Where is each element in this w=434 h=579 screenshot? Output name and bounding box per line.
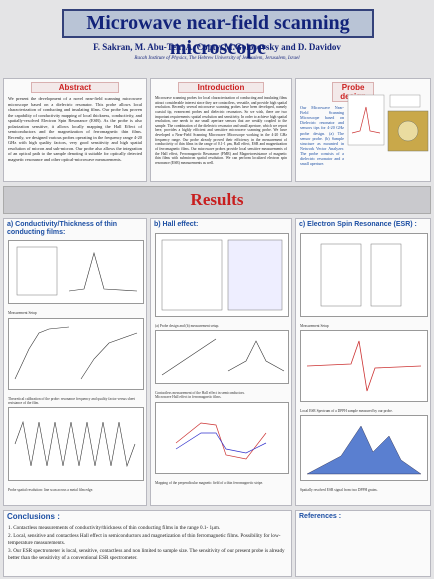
results-banner: Results: [3, 186, 431, 214]
section-heading: c) Electron Spin Resonance (ESR) :: [299, 221, 417, 228]
references-heading: References :: [299, 513, 342, 520]
conclusion-item: 3. Our ESR spectrometer is local, sensit…: [8, 548, 285, 561]
abstract-text: We present the development of a novel ne…: [8, 96, 142, 162]
calibration-figure: [8, 317, 144, 390]
caption: Microwave Hall effect in ferromagnetic f…: [155, 395, 222, 400]
authors: F. Sakran, M. Abu-Teir, A. Copty, M.Golo…: [93, 42, 341, 52]
intro-panel: Introduction Microwave scanning probes f…: [150, 78, 292, 182]
intro-text: Microwave scanning probes for local char…: [155, 96, 287, 165]
esr-spectrum-figure: [300, 330, 428, 402]
abstract-heading: Abstract: [31, 82, 119, 93]
mapping-figure: [155, 401, 289, 474]
caption: Local ESR Spectrum of a DPPH sample meas…: [300, 409, 393, 413]
conclusions-panel: Conclusions : 1. Contactless measurement…: [3, 510, 292, 577]
caption: Contactless measurement of the Hall effe…: [155, 391, 245, 395]
resolution-figure: [8, 407, 144, 482]
hall-figure: [155, 330, 289, 384]
section-heading: a) Conductivity/Thickness of thin conduc…: [7, 221, 118, 236]
probe-text: Our Microwave Near-Field Scanning Micros…: [300, 105, 344, 167]
references-panel: References :: [295, 510, 431, 577]
caption: (a) Probe design and (b) measurement set…: [155, 323, 220, 328]
section-a: a) Conductivity/Thickness of thin conduc…: [3, 218, 147, 506]
conclusion-item: 2. Local, sensitive and contactless Hall…: [8, 533, 281, 546]
esr-map-figure: [300, 415, 428, 482]
caption: Spatially resolved ESR signal from two D…: [300, 488, 378, 493]
setup-figure: [8, 240, 144, 305]
caption: Mapping of the perpendicular magnetic fi…: [155, 480, 264, 485]
caption: Theoretical calibration of the probe: re…: [8, 396, 136, 405]
title: Microwave near-field scanning microscope: [62, 9, 374, 59]
probe-figure: [347, 94, 429, 152]
caption: Measurement Setup: [300, 323, 329, 328]
section-c: c) Electron Spin Resonance (ESR) : Measu…: [295, 218, 431, 506]
caption: Measurement Setup: [8, 311, 37, 316]
section-heading: b) Hall effect:: [154, 221, 199, 228]
caption: Probe spatial resolution: line scan acro…: [8, 488, 94, 493]
affiliation: Racah Institute of Physics, The Hebrew U…: [134, 56, 300, 61]
conclusion-item: 1. Contactless measurements of conductiv…: [8, 524, 221, 531]
hall-setup-figure: [155, 232, 289, 317]
intro-heading: Introduction: [178, 82, 264, 93]
probe-panel: Probe design Our Microwave Near-Field Sc…: [295, 78, 431, 182]
conclusions-heading: Conclusions :: [7, 512, 60, 521]
abstract-panel: Abstract We present the development of a…: [3, 78, 147, 182]
esr-setup-figure: [300, 232, 428, 317]
section-b: b) Hall effect: (a) Probe design and (b)…: [150, 218, 292, 506]
